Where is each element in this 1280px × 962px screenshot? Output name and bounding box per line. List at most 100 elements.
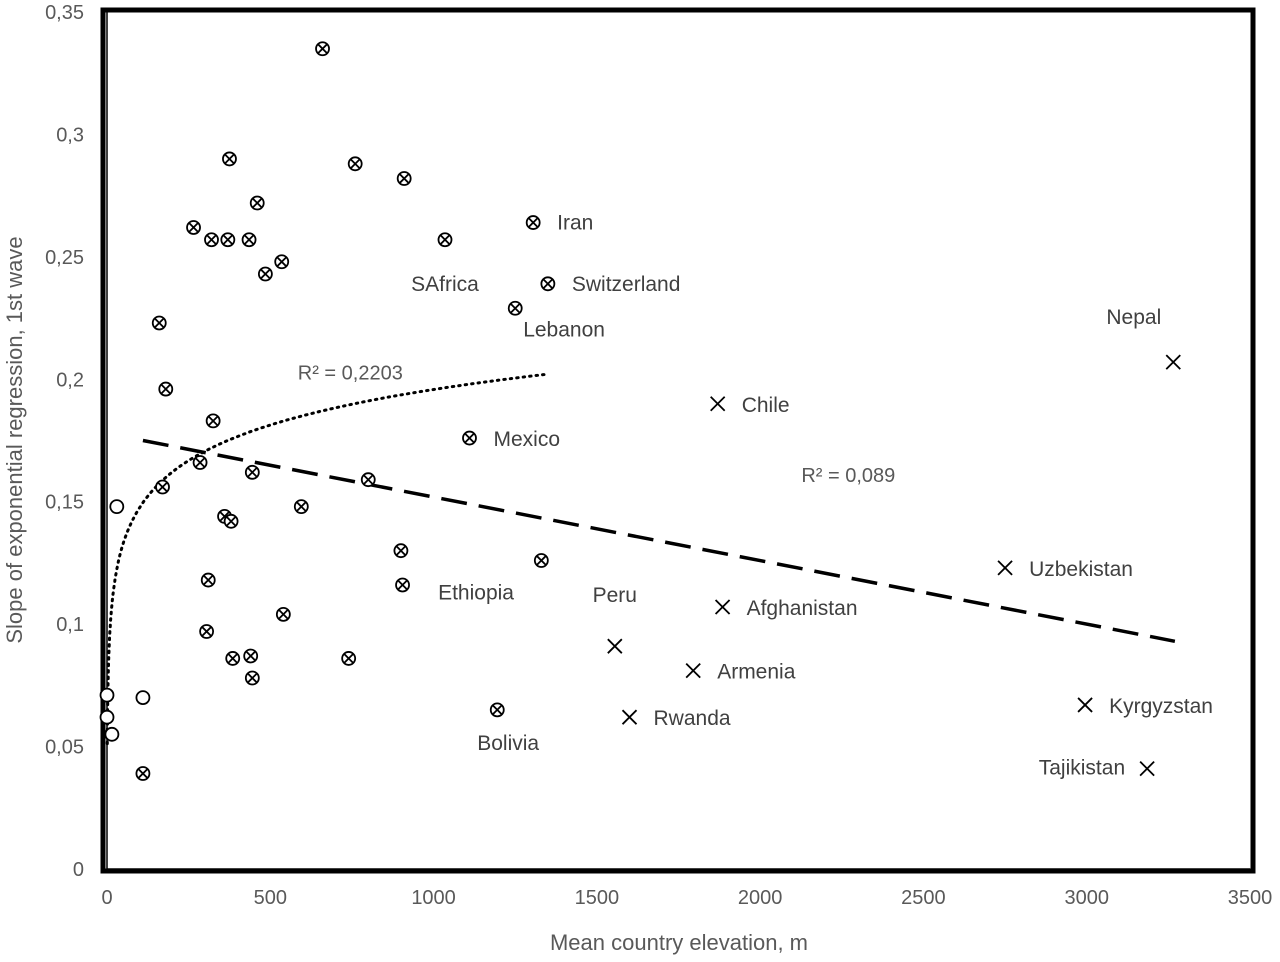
x-stroke	[397, 580, 408, 590]
point-label: Tajikistan	[1039, 757, 1125, 780]
x-stroke	[317, 43, 328, 54]
x-stroke	[1165, 354, 1181, 370]
data-point	[275, 606, 291, 622]
circle-marker	[99, 709, 115, 725]
log-trendline	[105, 373, 547, 746]
data-point	[341, 651, 357, 666]
x-tick-label: 1000	[411, 887, 456, 909]
point-label: SAfrica	[411, 273, 479, 296]
x-stroke	[137, 768, 148, 779]
x-tick-label: 0	[101, 887, 112, 909]
x-tick-label: 2500	[901, 887, 946, 909]
data-point	[243, 648, 259, 664]
data-point	[607, 638, 623, 654]
x-stroke	[160, 384, 171, 395]
data-point	[395, 577, 410, 593]
data-point	[396, 171, 412, 186]
y-tick-label: 0,3	[56, 124, 84, 146]
circle-marker	[109, 499, 125, 515]
point-label: Afghanistan	[747, 597, 858, 620]
x-axis-title: Mean country elevation, m	[550, 930, 808, 955]
circle-marker	[104, 726, 120, 742]
y-tick-label: 0,25	[45, 247, 84, 269]
trendlines: R² = 0,2203 R² = 0,089	[105, 362, 1176, 746]
y-axis-title: Slope of exponential regression, 1st wav…	[2, 236, 27, 643]
data-point	[155, 479, 170, 495]
point-label: Nepal	[1106, 306, 1161, 329]
data-point	[997, 560, 1013, 576]
x-tick-label: 1500	[575, 887, 620, 909]
x-stroke	[154, 318, 165, 328]
y-tick-label: 0,15	[45, 492, 84, 514]
x-stroke	[244, 234, 254, 245]
x-stroke	[188, 222, 199, 233]
data-point	[347, 156, 363, 172]
x-stroke	[208, 415, 219, 426]
data-point	[315, 41, 330, 57]
x-stroke	[203, 575, 214, 586]
point-label: Uzbekistan	[1029, 558, 1133, 581]
data-point	[293, 499, 309, 515]
x-stroke	[399, 173, 410, 184]
data-point	[533, 553, 549, 568]
data-point	[186, 220, 201, 235]
data-point	[685, 663, 701, 679]
x-tick-label: 3500	[1228, 887, 1273, 909]
x-stroke	[278, 609, 289, 620]
x-stroke	[536, 555, 547, 566]
linear-trendline	[142, 438, 1176, 644]
data-point	[1077, 697, 1093, 713]
x-stroke	[350, 158, 361, 169]
x-stroke	[247, 673, 258, 683]
point-label: Bolivia	[477, 732, 539, 755]
data-point	[109, 499, 125, 515]
x-stroke	[607, 638, 623, 654]
y-tick-label: 0,2	[56, 369, 84, 391]
r-squared-label: R² = 0,2203	[298, 362, 403, 384]
x-tick-label: 500	[254, 887, 287, 909]
data-point	[393, 543, 409, 559]
data-point	[462, 430, 477, 446]
data-point	[540, 276, 556, 292]
x-stroke	[222, 234, 233, 245]
point-label: Ethiopia	[438, 582, 514, 605]
data-point	[99, 687, 115, 703]
x-stroke	[245, 651, 256, 661]
data-point	[192, 455, 208, 470]
data-point	[249, 195, 265, 211]
data-points	[99, 41, 1181, 781]
x-stroke	[492, 704, 503, 715]
point-label: Kyrgyzstan	[1109, 695, 1213, 718]
data-point	[135, 690, 151, 705]
data-point	[222, 151, 237, 167]
circle-marker	[99, 687, 115, 703]
x-stroke	[528, 217, 539, 228]
x-stroke	[1139, 760, 1155, 777]
data-point	[225, 651, 241, 666]
x-stroke	[395, 545, 406, 556]
x-stroke	[510, 303, 521, 314]
data-point	[525, 215, 541, 230]
x-stroke	[260, 269, 271, 279]
data-point	[244, 464, 260, 480]
axis-ticks: 0 500 1000 1500 2000 2500 3000 3500 0 0,05 0,1 0,15…	[45, 2, 1272, 909]
y-tick-label: 0,05	[45, 737, 84, 759]
r-squared-label: R² = 0,089	[801, 465, 895, 487]
point-label: Peru	[593, 584, 637, 607]
data-point	[710, 396, 726, 412]
data-point	[220, 232, 236, 248]
data-point	[257, 266, 273, 282]
data-point	[200, 572, 216, 588]
data-point	[507, 300, 523, 316]
point-label: Rwanda	[654, 707, 731, 730]
x-stroke	[296, 501, 307, 512]
x-stroke	[440, 234, 450, 245]
x-tick-label: 2000	[738, 887, 783, 909]
x-stroke	[157, 482, 168, 492]
x-stroke	[276, 256, 287, 267]
x-stroke	[714, 599, 731, 615]
x-stroke	[621, 709, 638, 725]
y-tick-label: 0	[73, 859, 84, 881]
x-stroke	[1077, 697, 1093, 713]
